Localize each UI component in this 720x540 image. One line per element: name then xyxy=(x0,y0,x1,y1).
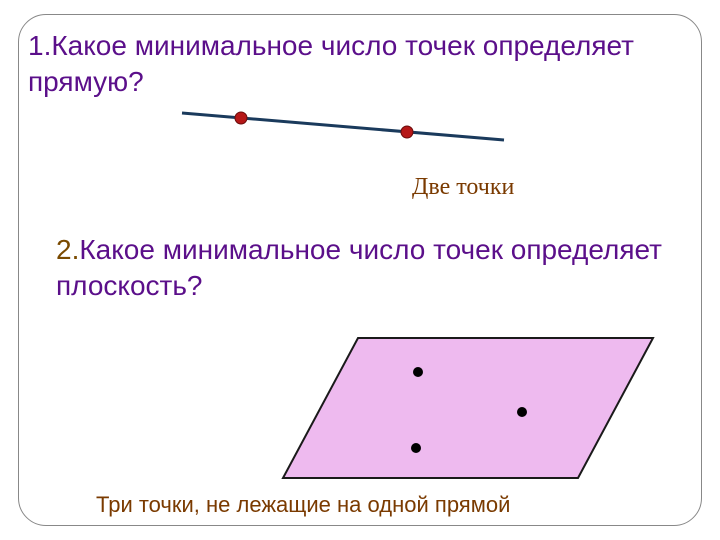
line-segment xyxy=(182,113,504,140)
question-2-text: Какое минимальное число точек определяет… xyxy=(56,234,662,301)
question-2: 2.Какое минимальное число точек определя… xyxy=(56,232,686,305)
line-diagram xyxy=(182,112,504,140)
line-point-2 xyxy=(401,126,413,138)
plane-point-2 xyxy=(517,407,527,417)
parallelogram xyxy=(283,338,653,478)
line-point-1 xyxy=(235,112,247,124)
answer-1-text: Две точки xyxy=(412,174,514,200)
question-2-prefix: 2. xyxy=(56,234,79,265)
answer-2-text: Три точки, не лежащие на одной прямой xyxy=(96,492,510,517)
answer-2: Три точки, не лежащие на одной прямой xyxy=(96,492,510,518)
plane-diagram xyxy=(283,338,653,478)
plane-point-3 xyxy=(411,443,421,453)
answer-1: Две точки xyxy=(412,174,514,201)
plane-point-1 xyxy=(413,367,423,377)
